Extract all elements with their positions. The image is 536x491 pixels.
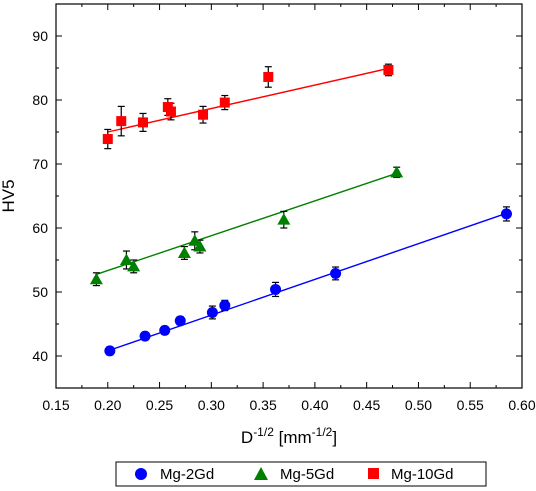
fit-lines xyxy=(95,67,507,352)
x-tick-label: 0.50 xyxy=(405,397,432,413)
data-point-mg-5gd xyxy=(127,259,141,272)
data-point-mg-5gd xyxy=(119,253,133,265)
legend-box xyxy=(115,461,487,487)
fit-line-mg-2gd xyxy=(107,212,507,352)
x-tick-label: 0.20 xyxy=(94,397,121,413)
data-point-mg-10gd xyxy=(219,97,230,108)
y-tick-label: 50 xyxy=(32,284,48,300)
data-point-mg-2gd xyxy=(139,330,151,342)
legend-marker-mg-2gd xyxy=(135,468,147,480)
data-point-mg-5gd xyxy=(188,234,202,246)
data-point-mg-2gd xyxy=(206,306,218,318)
data-point-mg-10gd xyxy=(198,109,209,120)
data-point-mg-5gd xyxy=(89,272,103,285)
data-point-mg-2gd xyxy=(219,299,231,311)
data-point-mg-2gd xyxy=(159,324,171,336)
y-tick-label: 60 xyxy=(32,220,48,236)
data-point-mg-5gd xyxy=(390,165,404,178)
data-markers xyxy=(89,64,512,357)
x-tick-label: 0.55 xyxy=(457,397,484,413)
data-point-mg-10gd xyxy=(102,134,113,145)
x-tick-label: 0.35 xyxy=(249,397,276,413)
legend-label-mg-10gd: Mg-10Gd xyxy=(391,466,454,483)
x-tick-label: 0.15 xyxy=(42,397,69,413)
data-point-mg-2gd xyxy=(104,345,116,357)
axis-ticks xyxy=(55,3,523,389)
data-point-mg-10gd xyxy=(263,71,274,82)
data-point-mg-2gd xyxy=(330,267,342,279)
data-point-mg-5gd xyxy=(193,240,207,252)
x-tick-label: 0.25 xyxy=(146,397,173,413)
data-point-mg-2gd xyxy=(174,315,186,327)
x-axis-title: D-1/2 [mm-1/2] xyxy=(241,425,337,447)
legend-label-mg-2gd: Mg-2Gd xyxy=(160,466,214,483)
plot-frame xyxy=(55,3,523,389)
fit-line-mg-10gd xyxy=(107,67,388,133)
x-tick-label: 0.30 xyxy=(198,397,225,413)
x-tick-label: 0.60 xyxy=(508,397,535,413)
x-tick-label: 0.45 xyxy=(353,397,380,413)
data-point-mg-5gd xyxy=(177,246,191,258)
data-point-mg-10gd xyxy=(137,117,148,128)
legend: Mg-2Gd Mg-5Gd Mg-10Gd xyxy=(115,461,487,487)
data-point-mg-2gd xyxy=(500,208,512,220)
y-axis-title: HV5 xyxy=(0,179,18,212)
data-point-mg-2gd xyxy=(270,283,282,295)
axis-tick-labels: 0.15 0.20 0.25 0.30 0.35 0.40 0.45 0.50 0.55 0.60… xyxy=(32,28,535,413)
data-point-mg-10gd xyxy=(165,106,176,117)
fit-line-mg-5gd xyxy=(95,172,398,276)
data-point-mg-5gd xyxy=(277,213,291,225)
legend-marker-mg-10gd xyxy=(368,468,379,479)
y-tick-label: 40 xyxy=(32,348,48,364)
legend-label-mg-5gd: Mg-5Gd xyxy=(280,466,334,483)
legend-marker-mg-5gd xyxy=(254,467,268,480)
error-bars xyxy=(92,63,510,356)
x-tick-label: 0.40 xyxy=(301,397,328,413)
y-tick-label: 80 xyxy=(32,92,48,108)
data-point-mg-10gd xyxy=(383,64,394,75)
y-tick-label: 70 xyxy=(32,156,48,172)
y-tick-label: 90 xyxy=(32,28,48,44)
data-point-mg-10gd xyxy=(116,116,127,127)
